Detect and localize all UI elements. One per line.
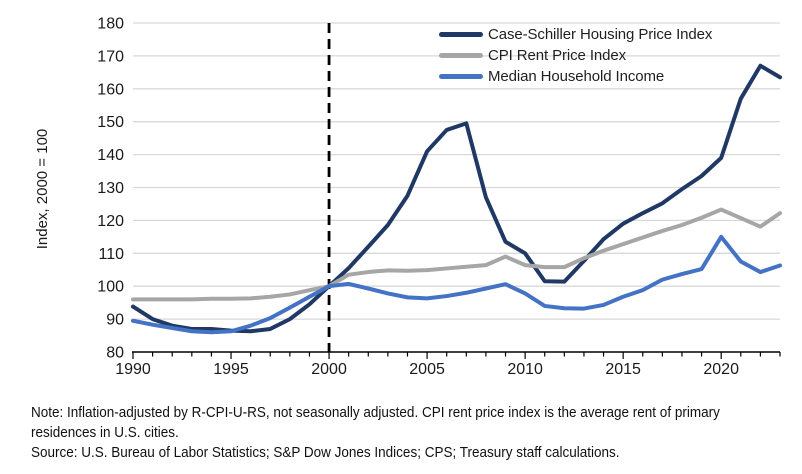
y-axis-title: Index, 2000 = 100 [34,128,51,250]
note-text: Note: Inflation-adjusted by R-CPI-U-RS, … [31,404,720,441]
series-line-median-household-income [131,234,782,335]
legend-label-case-schiller: Case-Schiller Housing Price Index [488,26,713,43]
legend-label-median-income: Median Household Income [488,68,665,85]
chart-legend: Case-Schiller Housing Price Index CPI Re… [439,24,712,87]
legend-swatch-median-income [439,74,483,79]
y-axis-tick-label: 170 [97,48,124,65]
y-axis-tick-label: 180 [97,16,124,33]
y-axis-tick-label: 130 [97,180,124,197]
y-axis-tick-label: 110 [98,246,124,263]
y-axis-tick-label: 80 [106,345,124,362]
series-line-case-schiller-housing-price-index [131,63,782,334]
series-line-cpi-rent-price-index [131,207,782,302]
y-axis-tick-label: 120 [97,213,124,230]
x-axis-tick-label: 2005 [409,361,445,378]
chart-canvas: 80 90 100 110 120 130 140 150 160 170 180 1990 1995 2… [97,16,782,378]
legend-item-cpi-rent: CPI Rent Price Index [439,45,712,66]
x-axis-tick-label: 1995 [213,361,249,378]
y-axis-tick-label: 100 [97,279,124,296]
x-axis-tick-label: 2000 [311,361,347,378]
x-axis-tick-label: 2015 [605,361,641,378]
y-axis-tick-label: 90 [106,312,124,329]
y-axis-tick-label: 140 [97,147,124,164]
legend-item-case-schiller: Case-Schiller Housing Price Index [439,24,712,45]
footnotes: Note: Inflation-adjusted by R-CPI-U-RS, … [31,403,756,463]
x-axis-tick-label: 2010 [507,361,543,378]
x-axis-tick-label: 1990 [115,361,151,378]
legend-label-cpi-rent: CPI Rent Price Index [488,47,627,64]
source-text: Source: U.S. Bureau of Labor Statistics;… [31,444,620,461]
y-axis-tick-label: 150 [97,114,124,131]
legend-swatch-case-schiller [439,32,483,37]
legend-swatch-cpi-rent [439,53,483,58]
legend-item-median-income: Median Household Income [439,66,712,87]
y-axis-tick-label: 160 [97,81,124,98]
x-axis-tick-label: 2020 [703,361,739,378]
